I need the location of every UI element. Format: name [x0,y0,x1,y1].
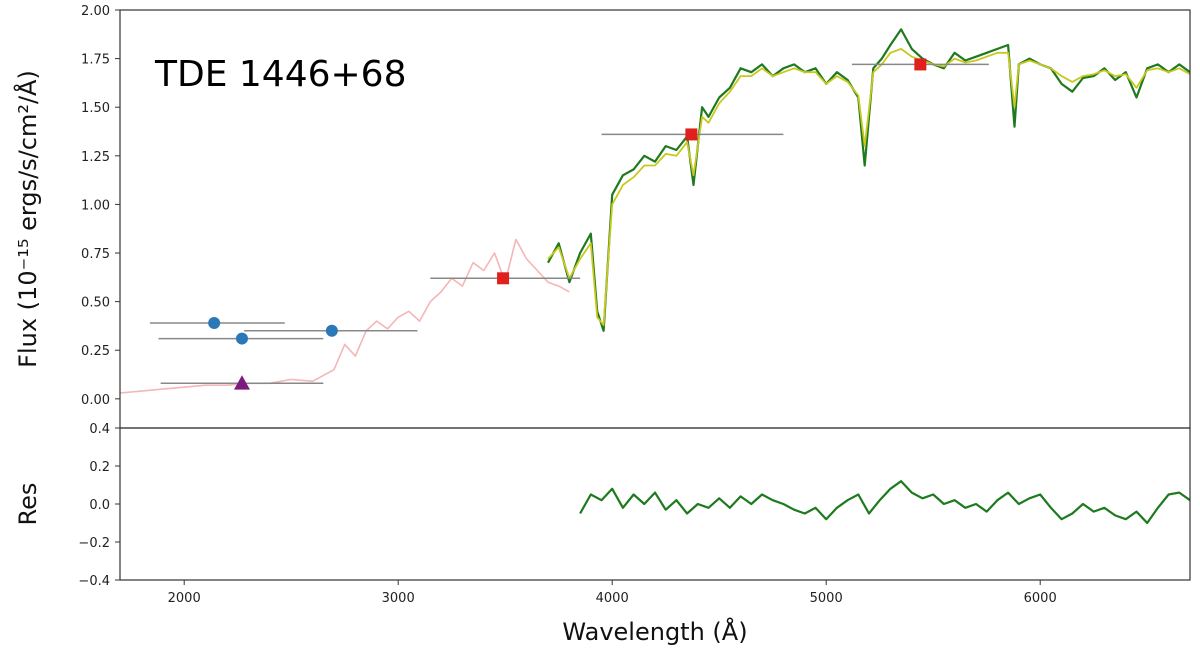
uv-upper-limit-triangle [233,375,250,390]
spectrum-lines-layer [547,28,1191,332]
residual-series [579,480,1191,525]
main-y-ticks: 0.00 0.25 0.50 0.75 1.00 1.25 1.50 1.75 2.00 [81,4,120,408]
y-tick-label: 0.00 [81,393,110,408]
y-tick-label: 1.25 [81,150,110,165]
uv-photometry-point [325,324,338,337]
photometry-points-layer [208,58,927,390]
optical-photometry-point [914,58,927,71]
x-axis-label: Wavelength (Å) [562,617,747,646]
y-tick-label: 0.25 [81,344,110,359]
residual-plot-frame [119,427,1191,581]
res-y-tick-label: 0.2 [89,460,110,475]
res-y-tick-label: −0.2 [78,536,110,551]
observed-line-series [547,28,1191,332]
optical-photometry-point [497,272,510,285]
residual-y-ticks: −0.4 −0.2 0.0 0.2 0.4 [78,422,120,589]
x-tick-label: 5000 [810,591,843,606]
x-tick-label: 4000 [596,591,629,606]
y-tick-label: 0.50 [81,296,110,311]
template-spectrum-layer [119,238,570,394]
model-line-series [547,48,1191,326]
uv-photometry-point [235,332,248,345]
res-y-tick-label: 0.4 [89,422,110,437]
main-y-axis-label: Flux (10⁻¹⁵ ergs/s/cm²/Å) [13,70,42,368]
main-panel: 0.00 0.25 0.50 0.75 1.00 1.25 1.50 1.75 2.00 TDE… [13,4,1191,429]
y-tick-label: 1.50 [81,101,110,116]
x-tick-label: 6000 [1024,591,1057,606]
res-y-tick-label: 0.0 [89,498,110,513]
residual-y-axis-label: Res [14,483,42,526]
optical-photometry-point [685,128,698,141]
residual-line-layer [579,480,1191,525]
y-tick-label: 0.75 [81,247,110,262]
errorbars-layer [149,63,989,385]
res-y-tick-label: −0.4 [78,574,110,589]
uv-photometry-point [208,317,221,330]
template-line-series [119,238,570,394]
x-tick-label: 2000 [168,591,201,606]
x-ticks: 2000 3000 4000 5000 6000 [168,580,1057,606]
y-tick-label: 1.75 [81,53,110,68]
x-tick-label: 3000 [382,591,415,606]
y-tick-label: 1.00 [81,198,110,213]
object-annotation: TDE 1446+68 [154,54,407,95]
residual-panel: −0.4 −0.2 0.0 0.2 0.4 2000 3000 4000 5000 6000 R… [14,422,1191,646]
y-tick-label: 2.00 [81,4,110,19]
